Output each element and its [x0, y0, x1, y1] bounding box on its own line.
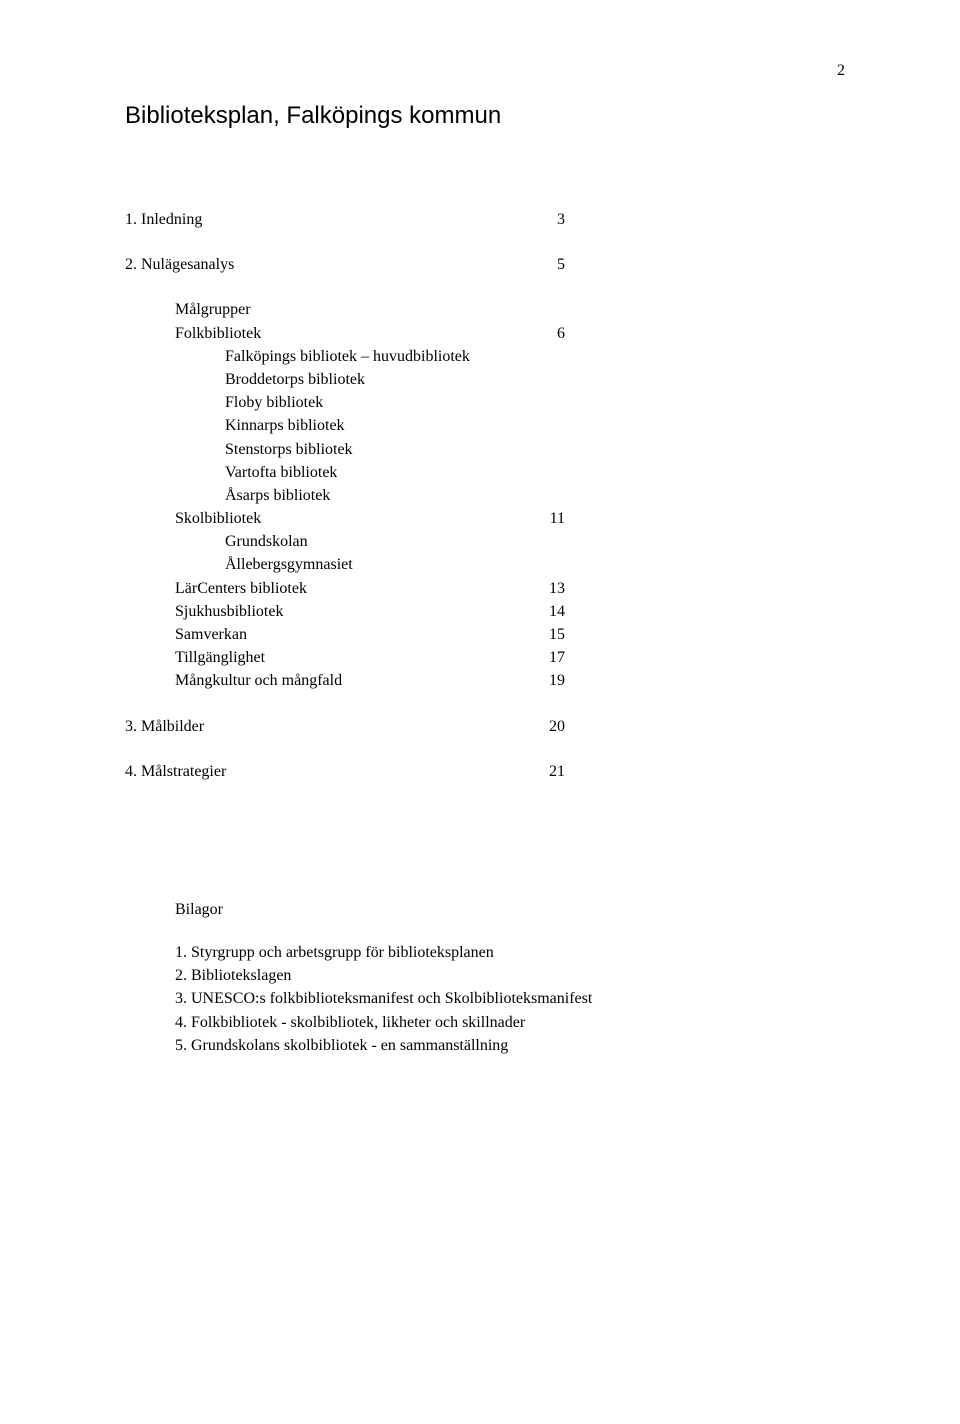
toc-item-folkbibliotek: Folkbibliotek 6 — [125, 322, 565, 345]
toc-label: Målgrupper — [175, 298, 251, 321]
page-number: 2 — [837, 62, 845, 80]
toc-label: LärCenters bibliotek — [175, 577, 307, 600]
attachment-item: 1. Styrgrupp och arbetsgrupp för bibliot… — [175, 941, 850, 964]
toc-item-floby: Floby bibliotek — [125, 391, 565, 414]
toc-page: 11 — [550, 507, 565, 530]
toc-label: 1. Inledning — [125, 208, 202, 231]
toc-item-allebergs: Ållebergsgymnasiet — [125, 553, 565, 576]
toc-page: 6 — [557, 322, 565, 345]
toc-label: Stenstorps bibliotek — [225, 438, 353, 461]
toc-label: Vartofta bibliotek — [225, 461, 337, 484]
toc-item-sjukhus: Sjukhusbibliotek 14 — [125, 600, 565, 623]
toc-label: Mångkultur och mångfald — [175, 669, 342, 692]
attachment-item: 2. Bibliotekslagen — [175, 964, 850, 987]
toc-label: Åsarps bibliotek — [225, 484, 330, 507]
toc-page: 13 — [549, 577, 565, 600]
toc-item-broddetorps: Broddetorps bibliotek — [125, 368, 565, 391]
toc-item-larcenters: LärCenters bibliotek 13 — [125, 577, 565, 600]
toc-label: Ållebergsgymnasiet — [225, 553, 353, 576]
toc-section-nulagesanalys: 2. Nulägesanalys 5 — [125, 253, 565, 276]
toc-item-malgrupper: Målgrupper — [125, 298, 565, 321]
attachments-list: 1. Styrgrupp och arbetsgrupp för bibliot… — [125, 941, 850, 1057]
attachments-heading: Bilagor — [125, 901, 850, 919]
toc-label: Skolbibliotek — [175, 507, 261, 530]
attachment-item: 5. Grundskolans skolbibliotek - en samma… — [175, 1034, 850, 1057]
toc-label: 3. Målbilder — [125, 715, 204, 738]
toc-label: Falköpings bibliotek – huvudbibliotek — [225, 345, 470, 368]
toc-page: 20 — [549, 715, 565, 738]
toc-item-asarps: Åsarps bibliotek — [125, 484, 565, 507]
toc-page: 19 — [549, 669, 565, 692]
toc-item-stenstorps: Stenstorps bibliotek — [125, 438, 565, 461]
toc-label: Kinnarps bibliotek — [225, 414, 345, 437]
toc-item-skolbibliotek: Skolbibliotek 11 — [125, 507, 565, 530]
toc-label: Folkbibliotek — [175, 322, 261, 345]
toc-label: Sjukhusbibliotek — [175, 600, 283, 623]
toc-item-falkopings: Falköpings bibliotek – huvudbibliotek — [125, 345, 565, 368]
toc-page: 14 — [549, 600, 565, 623]
toc-label: Broddetorps bibliotek — [225, 368, 365, 391]
toc-page: 5 — [557, 253, 565, 276]
toc-item-mangkultur: Mångkultur och mångfald 19 — [125, 669, 565, 692]
attachment-item: 4. Folkbibliotek - skolbibliotek, likhet… — [175, 1011, 850, 1034]
toc-page: 17 — [549, 646, 565, 669]
toc-label: 2. Nulägesanalys — [125, 253, 234, 276]
toc-label: Floby bibliotek — [225, 391, 323, 414]
toc-item-grundskolan: Grundskolan — [125, 530, 565, 553]
attachment-item: 3. UNESCO:s folkbiblioteksmanifest och S… — [175, 987, 850, 1010]
toc-label: Tillgänglighet — [175, 646, 265, 669]
toc-page: 3 — [557, 208, 565, 231]
document-title: Biblioteksplan, Falköpings kommun — [125, 102, 850, 130]
toc-item-tillganglighet: Tillgänglighet 17 — [125, 646, 565, 669]
toc-item-vartofta: Vartofta bibliotek — [125, 461, 565, 484]
table-of-contents: 1. Inledning 3 2. Nulägesanalys 5 Målgru… — [125, 208, 850, 783]
toc-item-samverkan: Samverkan 15 — [125, 623, 565, 646]
toc-page: 15 — [549, 623, 565, 646]
toc-section-malstrategier: 4. Målstrategier 21 — [125, 760, 565, 783]
toc-label: 4. Målstrategier — [125, 760, 226, 783]
toc-label: Grundskolan — [225, 530, 308, 553]
toc-label: Samverkan — [175, 623, 247, 646]
toc-section-malbilder: 3. Målbilder 20 — [125, 715, 565, 738]
toc-item-kinnarps: Kinnarps bibliotek — [125, 414, 565, 437]
toc-page: 21 — [549, 760, 565, 783]
toc-section-inledning: 1. Inledning 3 — [125, 208, 565, 231]
